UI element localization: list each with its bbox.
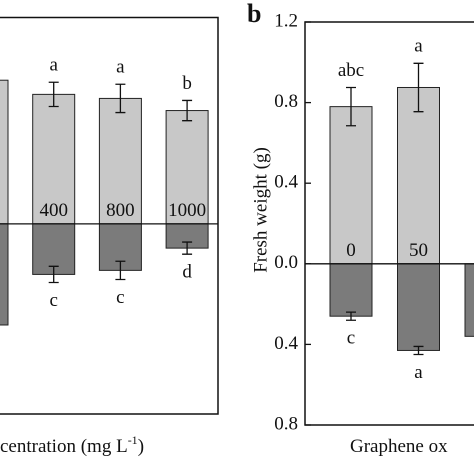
x-axis-label-end: ): [138, 436, 144, 457]
x-axis-label: centration (mg L-1): [0, 433, 144, 458]
x-axis-label-sup: -1: [128, 433, 138, 447]
error-bar: [346, 311, 356, 321]
error-bar: [115, 83, 126, 114]
y-tick-label: 0.8: [274, 413, 298, 434]
error-bar: [115, 260, 126, 281]
bar: [32, 93, 76, 225]
y-tick-label: 0.0: [274, 252, 298, 273]
bar: [165, 110, 209, 225]
significance-letter: abc: [338, 60, 364, 81]
bar: [0, 79, 9, 225]
bar: [329, 106, 373, 265]
x-axis-label-text: Graphene ox: [350, 436, 448, 457]
bar: [397, 86, 440, 265]
panel-label: b: [247, 0, 261, 28]
bar: [464, 263, 474, 337]
significance-letter: a: [414, 362, 423, 383]
significance-letter: a: [116, 57, 125, 78]
category-label: 1000: [168, 200, 206, 221]
significance-letter: c: [49, 290, 57, 311]
y-tick-label: 0.4: [274, 172, 298, 193]
error-bar: [182, 241, 193, 255]
plot-frame: [0, 16, 219, 415]
y-tick-label: 0.4: [274, 333, 298, 354]
y-tick-label: 0.8: [274, 91, 298, 112]
error-bar: [182, 99, 193, 122]
y-axis-label: Fresh weight (g): [250, 147, 271, 273]
significance-letter: a: [49, 55, 58, 76]
error-bar: [413, 62, 424, 113]
error-bar: [48, 265, 59, 284]
error-bar: [48, 81, 59, 108]
plot-frame: [304, 21, 474, 426]
significance-letter: c: [347, 328, 355, 349]
category-label: 50: [409, 240, 428, 261]
significance-letter: a: [414, 36, 423, 57]
category-label: 400: [39, 200, 68, 221]
significance-letter: c: [116, 287, 124, 308]
bar: [0, 223, 9, 326]
x-axis-label: Graphene ox: [350, 436, 448, 457]
significance-letter: d: [182, 262, 192, 283]
category-label: 800: [106, 200, 135, 221]
y-tick-label: 1.2: [274, 10, 298, 31]
category-label: 0: [346, 240, 356, 261]
error-bar: [413, 345, 424, 356]
bar: [397, 263, 440, 351]
significance-letter: b: [182, 73, 192, 94]
error-bar: [346, 86, 356, 127]
x-axis-label-text: centration (mg L: [0, 436, 128, 457]
bar: [329, 263, 373, 317]
